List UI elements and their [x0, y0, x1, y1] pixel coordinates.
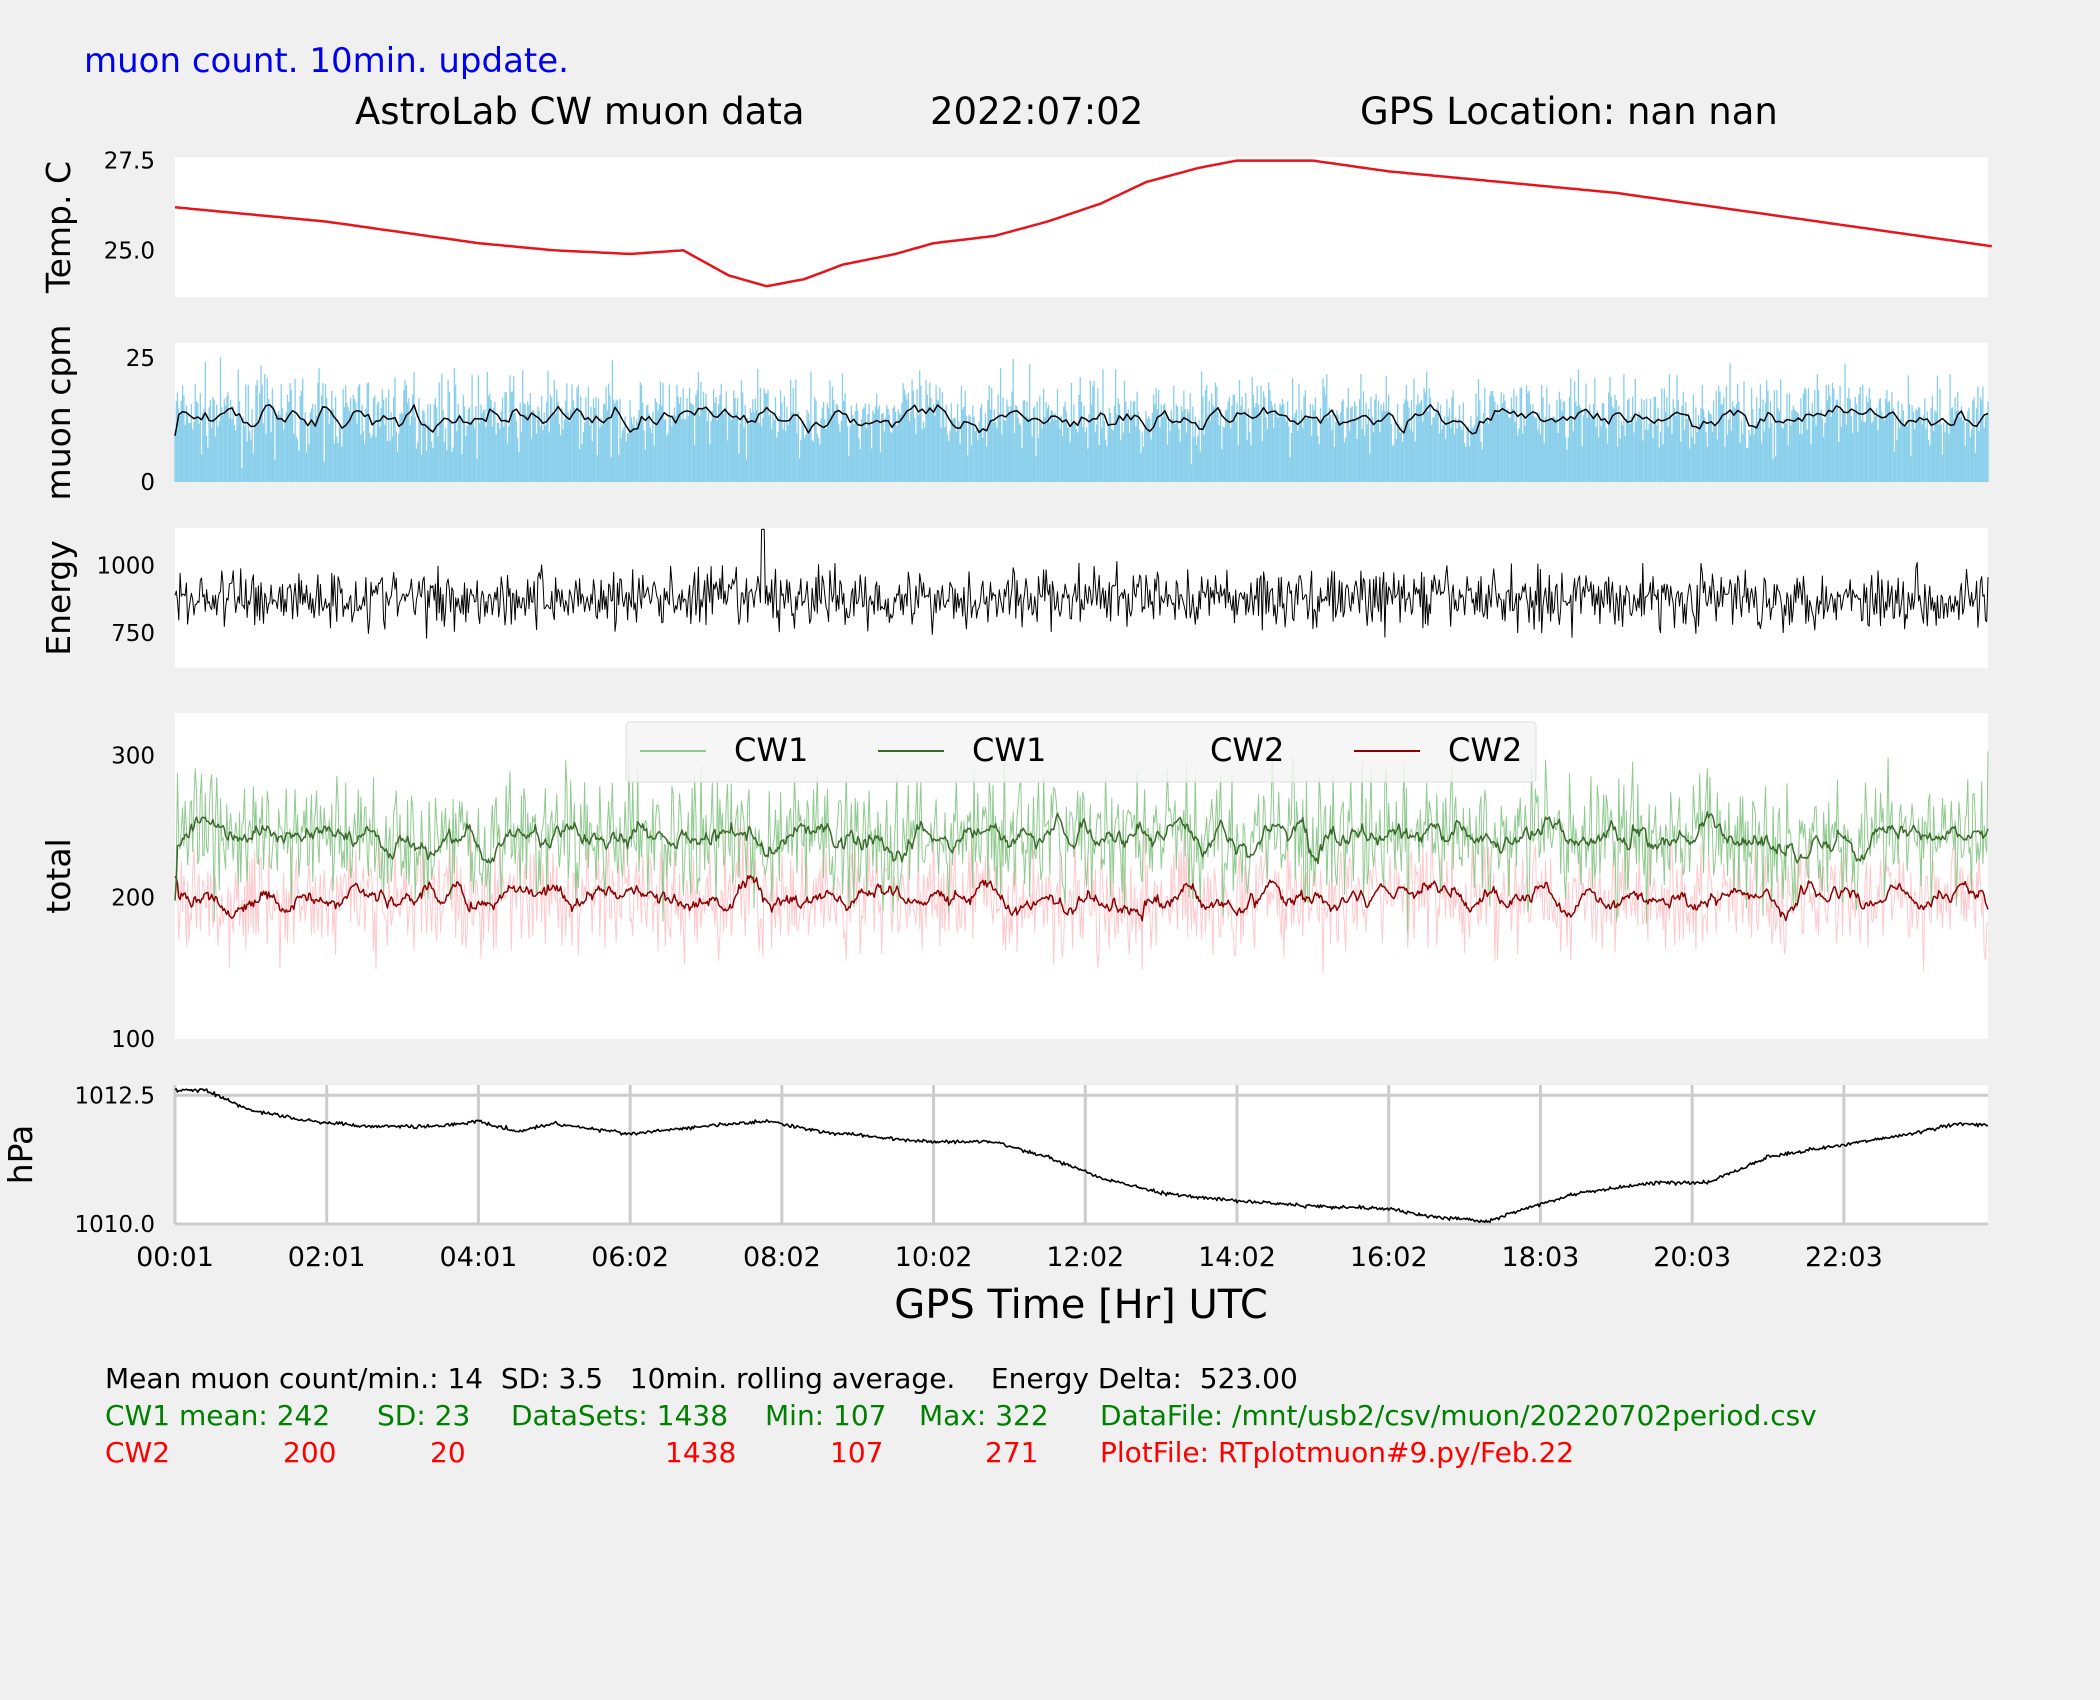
pressure-line — [174, 1088, 1989, 1224]
cw1-max: Max: 322 — [919, 1399, 1049, 1432]
chart-date: 2022:07:02 — [930, 90, 1143, 133]
x-tick-label: 02:01 — [288, 1242, 366, 1273]
legend-box — [625, 721, 1537, 783]
x-tick-label: 12:02 — [1046, 1242, 1124, 1273]
legend-entry: CW1 — [972, 731, 1046, 769]
x-tick-label: 22:03 — [1805, 1242, 1883, 1273]
legend-entry: CW1 — [734, 731, 808, 769]
y-tick-label: 0 — [140, 470, 155, 496]
legend-entry: CW2 — [1448, 731, 1522, 769]
x-tick-label: 08:02 — [743, 1242, 821, 1273]
cw2-name: CW2 — [105, 1436, 171, 1469]
y-tick-label: 100 — [111, 1027, 155, 1053]
cpm-rolling-average-line — [174, 404, 1989, 436]
y-tick-label: 300 — [111, 744, 155, 770]
y-tick-label: 200 — [111, 885, 155, 911]
legend: CW1 CW1 CW2 CW2 — [625, 721, 1537, 783]
cw2-sd: 20 — [430, 1436, 466, 1469]
y-axis-label: total — [39, 838, 78, 913]
y-axis-label: Temp. C — [39, 161, 78, 294]
stats-line-1: Mean muon count/min.: 14 SD: 3.5 10min. … — [105, 1362, 1298, 1395]
y-axis-label: muon cpm — [39, 325, 78, 501]
x-tick-label: 10:02 — [895, 1242, 973, 1273]
gps-location: GPS Location: nan nan — [1360, 90, 1778, 133]
x-tick-label: 14:02 — [1198, 1242, 1276, 1273]
y-tick-label: 1010.0 — [75, 1212, 155, 1238]
y-tick-label: 27.5 — [104, 149, 155, 175]
stats-line-cw2: CW2 200 20 1438 107 271 PlotFile: RTplot… — [105, 1436, 1574, 1700]
x-tick-label: 00:01 — [136, 1242, 214, 1273]
cw2-max: 271 — [985, 1436, 1039, 1469]
panel-background — [175, 1085, 1988, 1224]
y-axis-label: hPa — [1, 1125, 40, 1185]
cw1-datasets: DataSets: 1438 — [511, 1399, 729, 1432]
x-tick-label: 06:02 — [591, 1242, 669, 1273]
cw1-mean: CW1 mean: 242 — [105, 1399, 331, 1432]
chart-title: AstroLab CW muon data — [355, 90, 805, 133]
legend-entry: CW2 — [1210, 731, 1284, 769]
muon-dashboard-chart: muon count. 10min. update. AstroLab CW m… — [1, 41, 1992, 1328]
x-tick-label: 18:03 — [1502, 1242, 1580, 1273]
plot-file: PlotFile: RTplotmuon#9.py/Feb.22 — [1100, 1436, 1575, 1469]
cw2-average-line — [174, 874, 1989, 922]
cw2-datasets: 1438 — [665, 1436, 737, 1469]
panel-background — [175, 157, 1988, 297]
x-axis-label: GPS Time [Hr] UTC — [894, 1282, 1268, 1328]
cw1-average-line — [174, 811, 1989, 901]
temperature-line — [174, 159, 1992, 288]
cw1-min: Min: 107 — [765, 1399, 887, 1432]
muon-cpm-bars — [174, 357, 1989, 482]
y-tick-label: 25.0 — [104, 238, 155, 264]
data-file: DataFile: /mnt/usb2/csv/muon/20220702per… — [1100, 1399, 1817, 1432]
stats-line-cw1: CW1 mean: 242 SD: 23 DataSets: 1438 Min:… — [105, 1399, 1817, 1630]
y-axis-label: Energy — [39, 540, 78, 656]
y-tick-label: 750 — [111, 621, 155, 647]
x-tick-label: 16:02 — [1350, 1242, 1428, 1273]
y-tick-label: 1012.5 — [75, 1083, 155, 1109]
x-tick-label: 04:01 — [440, 1242, 518, 1273]
y-tick-label: 1000 — [96, 554, 155, 580]
x-tick-label: 20:03 — [1653, 1242, 1731, 1273]
cw2-min: 107 — [830, 1436, 884, 1469]
subtitle: muon count. 10min. update. — [84, 41, 569, 81]
energy-line — [174, 528, 1989, 639]
cw2-mean: 200 — [283, 1436, 337, 1469]
panel-background — [175, 528, 1988, 668]
cw1-raw-line — [174, 750, 1989, 933]
y-tick-label: 25 — [126, 346, 155, 372]
cw1-sd: SD: 23 — [377, 1399, 471, 1432]
